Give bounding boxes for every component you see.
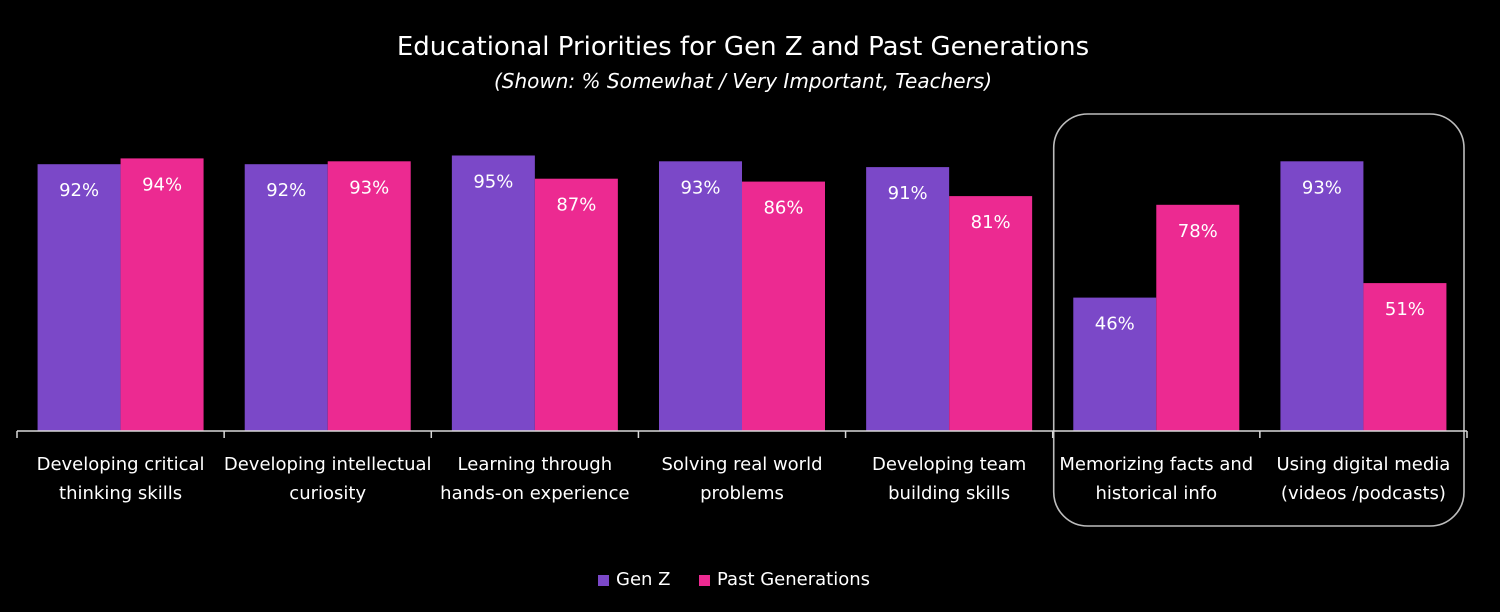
bar-value-label: 87%: [556, 195, 596, 216]
chart-title: Educational Priorities for Gen Z and Pas…: [397, 32, 1089, 62]
bar-value-label: 81%: [971, 212, 1011, 233]
bar-past-generations: [534, 178, 618, 431]
bar-value-label: 92%: [266, 180, 306, 201]
bar-past-generations: [327, 161, 411, 432]
bar-gen-z: [451, 155, 535, 431]
category-label: Solving real world problems: [661, 454, 822, 504]
bars-group: 92% 94% 92% 93% 95% 87% 93% 86% 91% 81% 46% 78% 93% 5…: [37, 155, 1447, 432]
legend-label-past-generations: Past Generations: [717, 569, 870, 590]
bar-gen-z: [1280, 161, 1364, 432]
bar-past-generations: [949, 196, 1033, 431]
bar-value-label: 93%: [1302, 177, 1342, 198]
highlight-box-group: [1052, 113, 1465, 527]
legend: Gen Z Past Generations: [598, 569, 870, 590]
legend-swatch-gen-z: [598, 575, 609, 586]
bar-past-generations: [742, 181, 825, 431]
category-label: Learning through hands-on experience: [440, 454, 629, 504]
highlight-box: [1052, 113, 1465, 527]
bar-value-label: 93%: [680, 177, 720, 198]
bar-gen-z: [659, 161, 742, 432]
bar-value-label: 93%: [349, 177, 389, 198]
legend-label-gen-z: Gen Z: [616, 569, 670, 590]
bar-value-label: 92%: [59, 180, 99, 201]
category-label: Developing team building skills: [872, 454, 1026, 504]
bar-past-generations: [120, 158, 204, 431]
category-labels-group: Developing critical thinking skills Develo…: [37, 454, 1451, 504]
bar-value-label: 46%: [1095, 314, 1135, 335]
bar-value-label: 51%: [1385, 299, 1425, 320]
bar-gen-z: [37, 164, 121, 431]
bar-gen-z: [866, 167, 950, 431]
bar-value-label: 95%: [473, 172, 513, 193]
bar-past-generations: [1156, 204, 1240, 431]
bar-value-label: 78%: [1178, 221, 1218, 242]
category-label: Developing critical thinking skills: [37, 454, 205, 504]
category-label: Memorizing facts and historical info: [1059, 454, 1253, 504]
category-label: Using digital media (videos /podcasts): [1277, 454, 1451, 504]
chart-subtitle: (Shown: % Somewhat / Very Important, Tea…: [494, 69, 992, 93]
bar-value-label: 86%: [763, 198, 803, 219]
x-axis: [16, 430, 1468, 438]
category-label: Developing intellectual curiosity: [224, 454, 432, 504]
bar-past-generations: [1363, 283, 1447, 431]
bar-gen-z: [244, 164, 328, 431]
legend-swatch-past-generations: [699, 575, 710, 586]
bar-gen-z: [1073, 297, 1157, 431]
bar-value-label: 91%: [888, 183, 928, 204]
bar-value-label: 94%: [142, 174, 182, 195]
